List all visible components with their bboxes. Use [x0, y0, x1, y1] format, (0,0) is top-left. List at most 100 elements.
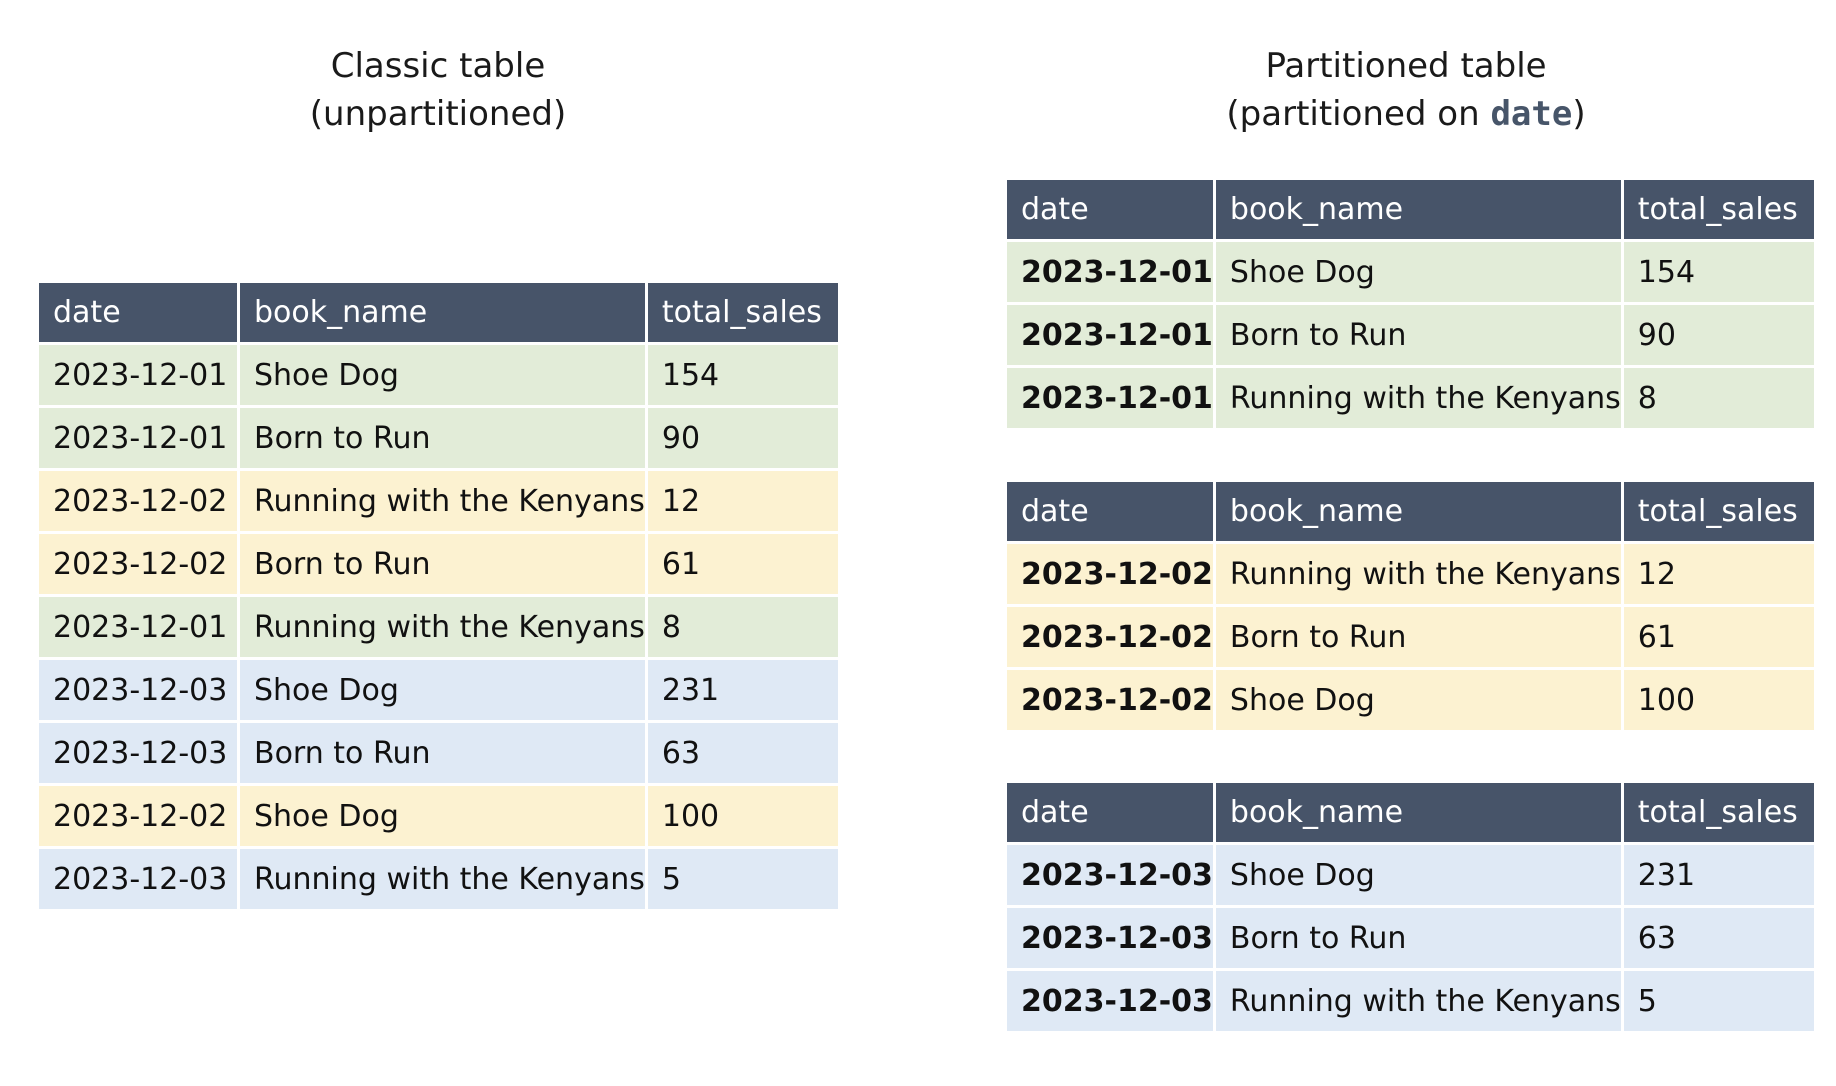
header-cell-book-name: book_name: [1215, 482, 1621, 541]
date-cell: 2023-12-02: [1007, 544, 1213, 604]
header-cell-book-name: book_name: [1215, 783, 1621, 842]
total-sales-cell: 61: [647, 534, 838, 594]
date-cell: 2023-12-03: [1007, 908, 1213, 968]
partition-table-2023-12-01: date book_name total_sales 2023-12-01 Sh…: [1004, 177, 1817, 431]
classic-table-title: Classic table (unpartitioned): [38, 42, 838, 138]
table-row: 2023-12-03 Running with the Kenyans 5: [39, 849, 838, 909]
header-cell-date: date: [1007, 180, 1213, 239]
table-row: 2023-12-02 Running with the Kenyans 12: [39, 471, 838, 531]
total-sales-cell: 154: [647, 345, 838, 405]
book-name-cell: Shoe Dog: [1215, 845, 1621, 905]
header-cell-date: date: [1007, 482, 1213, 541]
table-row: 2023-12-03 Running with the Kenyans 5: [1007, 971, 1814, 1031]
table-row: 2023-12-01 Born to Run 90: [1007, 305, 1814, 365]
book-name-cell: Running with the Kenyans: [240, 471, 645, 531]
total-sales-cell: 100: [1623, 670, 1814, 730]
date-cell: 2023-12-01: [1007, 368, 1213, 428]
partitioned-title-prefix: (partitioned on: [1226, 94, 1491, 134]
total-sales-cell: 63: [647, 723, 838, 783]
total-sales-cell: 12: [647, 471, 838, 531]
header-cell-date: date: [1007, 783, 1213, 842]
table-row: 2023-12-02 Shoe Dog 100: [39, 786, 838, 846]
book-name-cell: Running with the Kenyans: [1215, 971, 1621, 1031]
header-row: date book_name total_sales: [1007, 783, 1814, 842]
date-cell: 2023-12-01: [1007, 242, 1213, 302]
table-row: 2023-12-03 Born to Run 63: [1007, 908, 1814, 968]
header-cell-book-name: book_name: [240, 283, 645, 342]
total-sales-cell: 12: [1623, 544, 1814, 604]
book-name-cell: Born to Run: [240, 723, 645, 783]
book-name-cell: Running with the Kenyans: [240, 597, 645, 657]
date-cell: 2023-12-03: [39, 723, 237, 783]
book-name-cell: Born to Run: [1215, 908, 1621, 968]
table-row: 2023-12-01 Running with the Kenyans 8: [1007, 368, 1814, 428]
partition-table-2023-12-03: date book_name total_sales 2023-12-03 Sh…: [1004, 780, 1817, 1034]
book-name-cell: Born to Run: [240, 534, 645, 594]
table-row: 2023-12-03 Shoe Dog 231: [1007, 845, 1814, 905]
classic-title-line2: (unpartitioned): [309, 94, 567, 134]
book-name-cell: Shoe Dog: [240, 345, 645, 405]
total-sales-cell: 90: [1623, 305, 1814, 365]
total-sales-cell: 154: [1623, 242, 1814, 302]
header-cell-book-name: book_name: [1215, 180, 1621, 239]
classic-table: date book_name total_sales 2023-12-01 Sh…: [36, 280, 841, 912]
table-row: 2023-12-02 Running with the Kenyans 12: [1007, 544, 1814, 604]
total-sales-cell: 100: [647, 786, 838, 846]
partitioned-title-line1: Partitioned table: [1265, 46, 1547, 86]
header-cell-total-sales: total_sales: [1623, 482, 1814, 541]
table-row: 2023-12-01 Shoe Dog 154: [39, 345, 838, 405]
total-sales-cell: 231: [647, 660, 838, 720]
header-row: date book_name total_sales: [1007, 180, 1814, 239]
total-sales-cell: 90: [647, 408, 838, 468]
table-row: 2023-12-01 Born to Run 90: [39, 408, 838, 468]
total-sales-cell: 8: [647, 597, 838, 657]
date-cell: 2023-12-02: [39, 786, 237, 846]
header-cell-total-sales: total_sales: [1623, 180, 1814, 239]
partitioned-table-title: Partitioned table (partitioned on date): [1006, 42, 1806, 138]
header-cell-total-sales: total_sales: [647, 283, 838, 342]
partition-table-2023-12-02: date book_name total_sales 2023-12-02 Ru…: [1004, 479, 1817, 733]
date-cell: 2023-12-03: [1007, 845, 1213, 905]
total-sales-cell: 5: [1623, 971, 1814, 1031]
header-row: date book_name total_sales: [39, 283, 838, 342]
table-row: 2023-12-03 Born to Run 63: [39, 723, 838, 783]
date-cell: 2023-12-03: [39, 660, 237, 720]
total-sales-cell: 5: [647, 849, 838, 909]
book-name-cell: Running with the Kenyans: [240, 849, 645, 909]
table-row: 2023-12-02 Born to Run 61: [1007, 607, 1814, 667]
date-cell: 2023-12-02: [39, 534, 237, 594]
book-name-cell: Shoe Dog: [240, 660, 645, 720]
partition-key-code: date: [1490, 94, 1573, 134]
date-cell: 2023-12-02: [1007, 670, 1213, 730]
date-cell: 2023-12-01: [39, 597, 237, 657]
date-cell: 2023-12-02: [39, 471, 237, 531]
book-name-cell: Running with the Kenyans: [1215, 544, 1621, 604]
header-cell-date: date: [39, 283, 237, 342]
date-cell: 2023-12-01: [39, 408, 237, 468]
book-name-cell: Born to Run: [1215, 305, 1621, 365]
header-row: date book_name total_sales: [1007, 482, 1814, 541]
date-cell: 2023-12-03: [1007, 971, 1213, 1031]
table-row: 2023-12-03 Shoe Dog 231: [39, 660, 838, 720]
date-cell: 2023-12-01: [1007, 305, 1213, 365]
book-name-cell: Shoe Dog: [240, 786, 645, 846]
total-sales-cell: 8: [1623, 368, 1814, 428]
partitioned-title-suffix: ): [1572, 94, 1586, 134]
table-row: 2023-12-01 Shoe Dog 154: [1007, 242, 1814, 302]
book-name-cell: Born to Run: [240, 408, 645, 468]
total-sales-cell: 63: [1623, 908, 1814, 968]
book-name-cell: Shoe Dog: [1215, 242, 1621, 302]
date-cell: 2023-12-02: [1007, 607, 1213, 667]
date-cell: 2023-12-01: [39, 345, 237, 405]
table-row: 2023-12-01 Running with the Kenyans 8: [39, 597, 838, 657]
date-cell: 2023-12-03: [39, 849, 237, 909]
table-row: 2023-12-02 Born to Run 61: [39, 534, 838, 594]
book-name-cell: Shoe Dog: [1215, 670, 1621, 730]
header-cell-total-sales: total_sales: [1623, 783, 1814, 842]
book-name-cell: Born to Run: [1215, 607, 1621, 667]
total-sales-cell: 61: [1623, 607, 1814, 667]
partitioned-title-line2: (partitioned on date): [1006, 90, 1806, 138]
classic-title-line1: Classic table: [330, 46, 546, 86]
table-row: 2023-12-02 Shoe Dog 100: [1007, 670, 1814, 730]
book-name-cell: Running with the Kenyans: [1215, 368, 1621, 428]
